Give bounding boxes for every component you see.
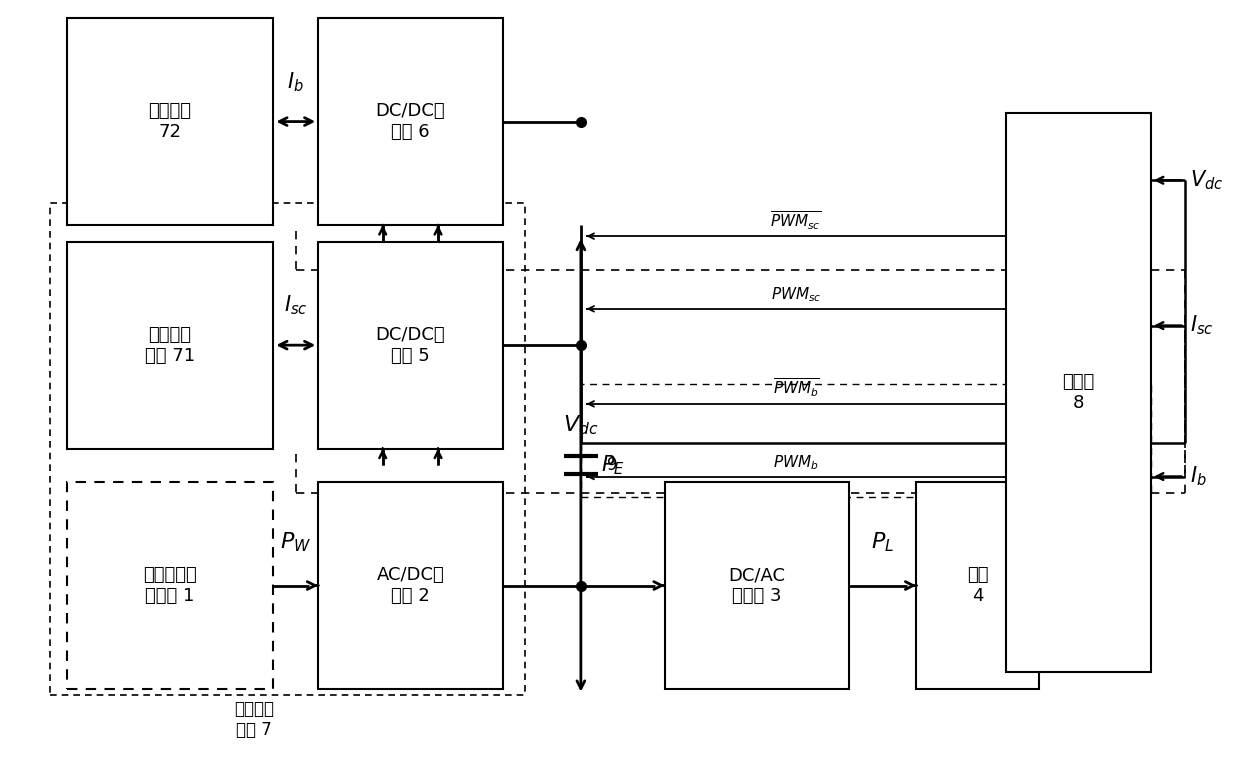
Bar — [580, 384, 1151, 497]
Bar — [916, 482, 1039, 689]
Text: $I_b$: $I_b$ — [1190, 465, 1207, 488]
Text: $V_{dc}$: $V_{dc}$ — [563, 414, 599, 437]
Text: 控制器
8: 控制器 8 — [1063, 373, 1095, 412]
Text: 9: 9 — [606, 456, 618, 475]
Text: $\overline{PWM_b}$: $\overline{PWM_b}$ — [773, 377, 820, 399]
Bar — [67, 242, 274, 449]
Text: $\overline{PWM_{sc}}$: $\overline{PWM_{sc}}$ — [770, 209, 822, 232]
Text: $PWM_{sc}$: $PWM_{sc}$ — [771, 285, 821, 304]
Text: 超级电容
器组 71: 超级电容 器组 71 — [145, 326, 195, 365]
Text: DC/DC变
换器 6: DC/DC变 换器 6 — [376, 102, 445, 141]
Bar — [319, 242, 502, 449]
Text: DC/AC
变换器 3: DC/AC 变换器 3 — [728, 566, 785, 605]
Text: DC/DC变
换器 5: DC/DC变 换器 5 — [376, 326, 445, 365]
Text: 直驱型海浪
发电机 1: 直驱型海浪 发电机 1 — [143, 566, 197, 605]
Text: $I_b$: $I_b$ — [288, 70, 304, 94]
Bar — [319, 482, 502, 689]
Text: $P_E$: $P_E$ — [601, 453, 625, 477]
Text: $I_{sc}$: $I_{sc}$ — [284, 294, 308, 317]
Bar — [67, 18, 274, 225]
Text: $P_L$: $P_L$ — [872, 530, 894, 554]
Bar — [67, 482, 274, 689]
Text: AC/DC变
换器 2: AC/DC变 换器 2 — [377, 566, 444, 605]
Text: 负载
4: 负载 4 — [967, 566, 988, 605]
Text: $I_{sc}$: $I_{sc}$ — [1190, 314, 1214, 337]
Bar — [1006, 113, 1151, 672]
Text: $P_W$: $P_W$ — [280, 530, 311, 554]
Text: 混合储能
系统 7: 混合储能 系统 7 — [234, 700, 274, 739]
Text: 蓄电池组
72: 蓄电池组 72 — [149, 102, 191, 141]
Bar — [319, 18, 502, 225]
Bar — [50, 203, 525, 694]
Text: $V_{dc}$: $V_{dc}$ — [1190, 169, 1224, 192]
Bar — [665, 482, 849, 689]
Text: $PWM_b$: $PWM_b$ — [774, 453, 818, 472]
